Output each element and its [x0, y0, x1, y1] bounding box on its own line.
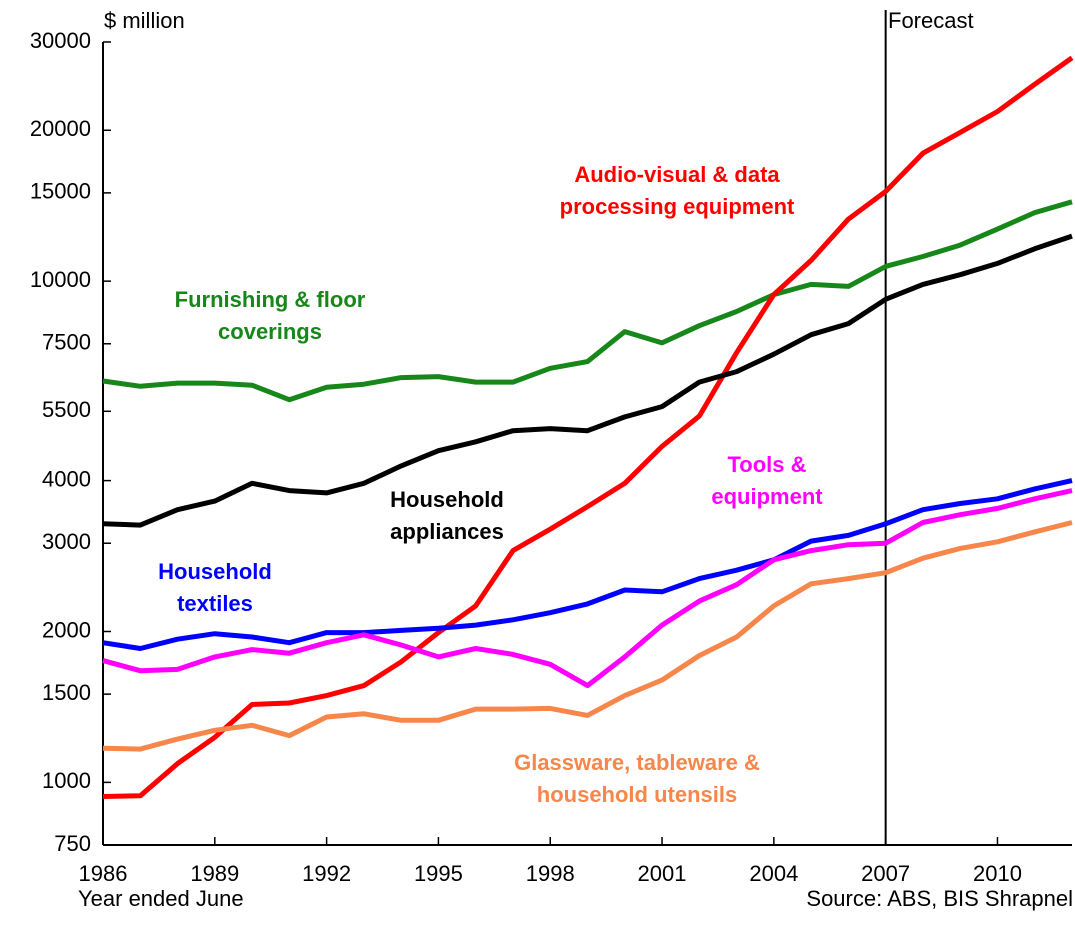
- series-line: [102, 55, 1074, 799]
- series-label: Tools & equipment: [711, 452, 823, 509]
- y-tick-label: 1000: [42, 768, 91, 793]
- y-tick-label: 5500: [42, 397, 91, 422]
- series-label: Glassware, tableware & household utensil…: [514, 750, 760, 807]
- y-tick-label: 10000: [30, 267, 91, 292]
- y-tick-label: 30000: [30, 28, 91, 53]
- y-axis-label: $ million: [104, 8, 185, 33]
- series-line: [102, 478, 1073, 651]
- y-tick-label: 3000: [42, 529, 91, 554]
- x-axis-label: Year ended June: [78, 886, 244, 911]
- forecast-label: Forecast: [888, 8, 974, 33]
- series-label: Audio-visual & data processing equipment: [559, 162, 795, 219]
- x-tick-label: 2001: [638, 861, 687, 886]
- x-tick-label: 1986: [79, 861, 128, 886]
- y-tick-label: 4000: [42, 466, 91, 491]
- x-tick-label: 2007: [861, 861, 910, 886]
- series-label: Household appliances: [390, 487, 504, 544]
- series-line: [102, 233, 1073, 528]
- source: Source: ABS, BIS Shrapnel: [806, 886, 1073, 911]
- x-tick-label: 1992: [302, 861, 351, 886]
- x-tick-label: 1998: [526, 861, 575, 886]
- y-tick-label: 1500: [42, 680, 91, 705]
- series-line: [102, 199, 1073, 403]
- series-label: Furnishing & floor coverings: [174, 287, 366, 344]
- series-line: [102, 520, 1073, 752]
- y-tick-label: 2000: [42, 617, 91, 642]
- y-tick-label: 15000: [30, 179, 91, 204]
- y-tick-label: 7500: [42, 330, 91, 355]
- series-label: Household textiles: [158, 559, 272, 616]
- x-tick-label: 2010: [973, 861, 1022, 886]
- x-tick-label: 1989: [190, 861, 239, 886]
- x-tick-label: 2004: [749, 861, 798, 886]
- series-line: [102, 488, 1073, 689]
- x-tick-label: 1995: [414, 861, 463, 886]
- y-tick-label: 20000: [30, 116, 91, 141]
- y-tick-label: 750: [54, 831, 91, 856]
